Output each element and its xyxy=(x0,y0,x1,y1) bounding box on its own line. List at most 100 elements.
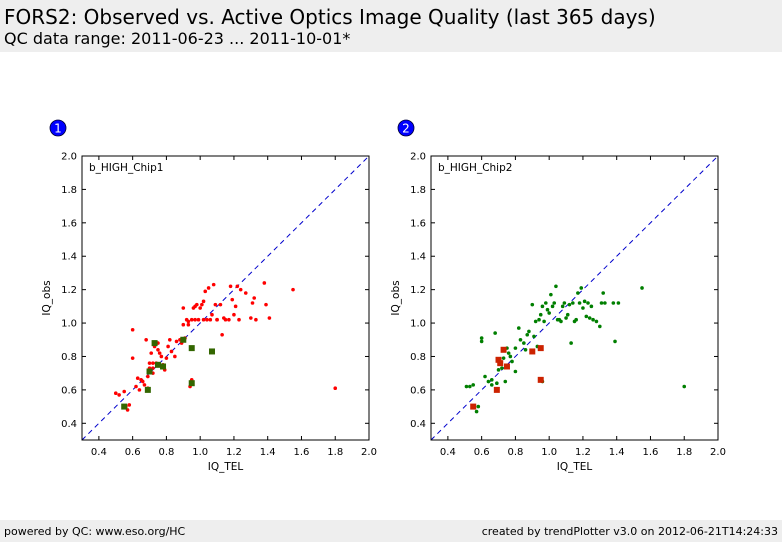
panel-number-text: 1 xyxy=(54,122,62,136)
data-point xyxy=(589,304,594,309)
data-point xyxy=(496,368,501,372)
data-point xyxy=(140,379,145,384)
data-point xyxy=(581,306,585,310)
chart-panel-2: 2 0.4 0.6 0.8 1.0 1.2 1.4 1.6 1.8 2.0 0.4 0.6 0.8 1.0… xyxy=(390,119,726,473)
x-tick-label: 0.6 xyxy=(125,447,141,458)
panel-number-badge xyxy=(49,119,67,137)
data-point xyxy=(599,301,604,305)
data-point xyxy=(522,341,526,345)
data-point xyxy=(144,337,148,342)
y-tick-label: 1.2 xyxy=(410,285,426,296)
data-square-marker xyxy=(537,345,544,352)
data-point xyxy=(523,347,528,352)
data-point xyxy=(333,386,338,391)
data-point xyxy=(186,322,191,327)
y-tick-label: 1.0 xyxy=(61,319,77,330)
y-axis-label: IQ_obs xyxy=(41,280,53,315)
y-tick-label: 2.0 xyxy=(61,152,77,163)
y-tick-label: 0.4 xyxy=(61,419,77,430)
data-point xyxy=(640,286,644,290)
x-tick-label: 1.2 xyxy=(226,447,242,458)
data-point xyxy=(542,319,546,324)
plot-area xyxy=(82,156,369,440)
data-point xyxy=(616,301,621,305)
page-title: FORS2: Observed vs. Active Optics Image … xyxy=(4,5,656,29)
x-tick-label: 1.0 xyxy=(541,447,557,458)
data-point xyxy=(525,332,530,337)
data-square-marker xyxy=(208,348,215,355)
x-tick-label: 0.4 xyxy=(91,447,107,458)
data-square-marker xyxy=(151,340,158,347)
data-point xyxy=(230,297,235,302)
data-point xyxy=(164,356,169,360)
data-point xyxy=(530,302,535,307)
data-point xyxy=(146,374,150,379)
data-point xyxy=(562,301,567,305)
panel-number-text: 2 xyxy=(402,122,410,136)
data-point xyxy=(559,319,563,324)
data-point xyxy=(211,282,216,287)
data-point xyxy=(210,312,214,317)
data-point xyxy=(468,384,472,389)
data-point xyxy=(205,317,209,322)
data-point xyxy=(227,317,231,322)
chart-panel-1: 1 0.4 0.6 0.8 1.0 1.2 1.4 1.6 1.8 2.0 0.4 0.6 0.8 1.0… xyxy=(41,119,377,473)
data-point xyxy=(611,301,616,305)
data-point xyxy=(569,341,573,345)
data-point xyxy=(127,403,132,407)
panel-label: b_HIGH_Chip2 xyxy=(438,162,512,174)
data-point xyxy=(181,306,186,310)
y-tick-label: 1.8 xyxy=(410,185,426,196)
data-point xyxy=(586,301,590,305)
data-square-marker xyxy=(188,380,195,387)
data-point xyxy=(249,316,253,320)
data-point xyxy=(513,369,518,374)
data-point xyxy=(601,291,605,295)
data-point xyxy=(554,284,558,289)
data-point xyxy=(682,384,687,389)
data-square-marker xyxy=(144,386,151,393)
data-point xyxy=(537,317,541,322)
x-tick-label: 0.8 xyxy=(158,447,174,458)
data-point xyxy=(198,306,202,310)
data-point xyxy=(560,304,565,309)
data-point xyxy=(513,346,518,350)
data-point xyxy=(228,284,233,289)
reference-diagonal-line xyxy=(82,156,369,440)
data-square-marker xyxy=(529,348,536,355)
data-point xyxy=(250,301,255,305)
x-axis-label: IQ_TEL xyxy=(557,461,593,473)
data-point xyxy=(506,351,511,355)
data-point xyxy=(232,312,236,317)
footer-created-by: created by trendPlotter v3.0 on 2012-06-… xyxy=(481,525,778,538)
y-tick-label: 1.4 xyxy=(61,252,77,263)
y-tick-label: 0.6 xyxy=(61,385,77,396)
x-axis-label: IQ_TEL xyxy=(208,461,244,473)
x-tick-label: 2.0 xyxy=(710,447,726,458)
data-square-marker xyxy=(146,368,153,375)
data-point xyxy=(495,381,499,386)
y-tick-label: 0.8 xyxy=(410,352,426,363)
plot-frame xyxy=(430,155,719,441)
y-tick-label: 2.0 xyxy=(410,152,426,163)
data-point xyxy=(264,302,268,307)
data-point xyxy=(137,388,142,392)
data-point xyxy=(591,317,595,322)
plot-frame xyxy=(81,155,370,441)
data-point xyxy=(594,319,599,324)
data-point xyxy=(147,361,152,365)
data-point xyxy=(493,331,497,335)
data-point xyxy=(243,291,248,295)
y-tick-label: 1.0 xyxy=(410,319,426,330)
data-point xyxy=(464,384,469,389)
data-point xyxy=(135,376,140,380)
data-point xyxy=(193,317,197,322)
data-point xyxy=(174,339,179,344)
data-square-marker xyxy=(503,363,510,370)
data-point xyxy=(130,327,135,332)
data-point xyxy=(134,384,138,389)
data-point xyxy=(501,356,506,360)
data-square-marker xyxy=(495,356,502,363)
data-point xyxy=(203,289,208,294)
x-tick-label: 1.8 xyxy=(676,447,692,458)
